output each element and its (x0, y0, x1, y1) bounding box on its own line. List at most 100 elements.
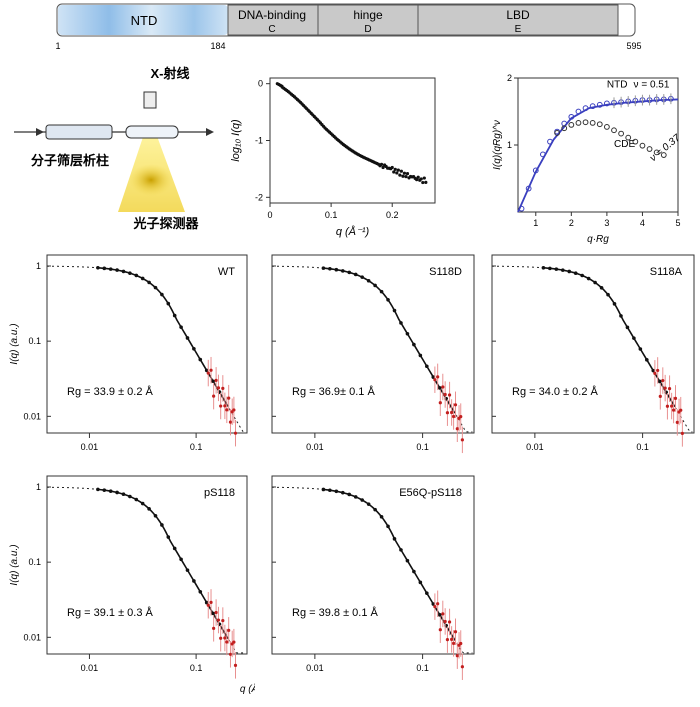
noisy-point (680, 431, 684, 436)
noisy-point (209, 368, 213, 372)
detector-label: 光子探测器 (132, 216, 199, 231)
data-point (392, 170, 396, 174)
noisy-point (228, 420, 233, 424)
ntd-point (603, 100, 610, 107)
data-point (334, 489, 339, 494)
noisy-point (433, 605, 437, 609)
x-tick-label: 0.1 (636, 442, 649, 452)
data-point (405, 172, 410, 176)
cde-point (618, 130, 625, 137)
noisy-point (447, 393, 452, 397)
data-point (421, 180, 425, 185)
data-point (128, 494, 132, 499)
data-point (192, 579, 196, 583)
y-tick-label: 0 (258, 79, 263, 89)
y-tick-label: 1 (507, 140, 512, 150)
data-point (416, 175, 420, 179)
y-tick-label: 2 (507, 73, 512, 83)
cde-point (653, 149, 660, 156)
noisy-point (225, 408, 229, 412)
segment-sub-lbd: E (515, 24, 522, 35)
data-point (347, 270, 352, 275)
noisy-point (450, 410, 454, 415)
data-point (567, 269, 572, 274)
data-point (373, 283, 377, 288)
noisy-point (452, 414, 456, 419)
noisy-point (233, 663, 238, 667)
segment-label-hinge: hinge (353, 8, 383, 22)
ntd-point (568, 113, 575, 120)
data-point (379, 515, 384, 519)
x-tick-label: 0.01 (81, 442, 99, 452)
data-point (404, 175, 408, 179)
rg-label: Rg = 39.8 ± 0.1 Å (292, 606, 379, 619)
data-point (645, 358, 649, 362)
ntd-point (596, 101, 603, 108)
guide-curve (271, 265, 473, 433)
data-point (108, 489, 113, 493)
data-point (437, 386, 442, 390)
x-tick-label: 1 (533, 218, 538, 228)
noisy-point (436, 375, 440, 379)
segment-label-dna: DNA-binding (238, 8, 306, 22)
noisy-point (445, 638, 450, 642)
ntd-point (547, 138, 553, 145)
construct-label: E56Q-pS118 (399, 487, 462, 499)
noisy-point (219, 404, 223, 408)
ntd-point (575, 108, 582, 115)
noisy-point (227, 628, 231, 632)
ntd-point (518, 205, 525, 212)
data-point (412, 342, 416, 347)
data-point (328, 266, 332, 271)
data-point (334, 267, 339, 272)
cde-point (611, 127, 617, 134)
noisy-point (656, 368, 660, 373)
cde-point (596, 121, 603, 128)
panel-ps118-svg: 0.01 0.1 1 0.1 0.01 pS118 Rg = 39.1 ± 0.3 Å I(q… (9, 475, 270, 695)
data-point (625, 325, 630, 330)
data-point (548, 266, 552, 271)
x-axis-label: q·Rg (587, 234, 609, 245)
data-point (198, 589, 203, 594)
construct-label: S118D (429, 266, 462, 278)
plot-frame (271, 254, 475, 434)
noisy-point (433, 378, 437, 382)
data-point (160, 523, 164, 527)
plot-frame (491, 254, 695, 434)
cde-point (639, 142, 646, 149)
data-point (211, 611, 215, 616)
y-axis-label: log₁₀ I(q) (230, 119, 242, 162)
x-tick-label: 0.1 (325, 210, 338, 220)
data-point (185, 336, 190, 340)
data-point (115, 490, 119, 495)
data-point (573, 271, 578, 275)
data-point (360, 498, 364, 502)
lbd-segment (417, 4, 619, 36)
noisy-point (460, 438, 464, 442)
noisy-point (209, 600, 213, 604)
y-tick-label: -2 (255, 192, 263, 202)
noisy-point (460, 665, 464, 669)
tick-184: 184 (210, 41, 225, 51)
noisy-point (216, 386, 221, 390)
data-point (140, 501, 145, 506)
data-point (102, 488, 107, 492)
tick-595: 595 (626, 41, 641, 51)
rg-label: Rg = 36.9± 0.1 Å (292, 385, 375, 398)
y-tick-label: 0.01 (23, 632, 41, 642)
cde-point (632, 138, 639, 145)
data-point (121, 269, 126, 274)
panel-ps118: 0.01 0.1 1 0.1 0.01 pS118 Rg = 39.1 ± 0.3 Å I(q… (5, 470, 270, 702)
data-point (172, 546, 177, 551)
x-tick-label: 0.1 (190, 663, 203, 673)
data-point (140, 276, 145, 281)
construct-label: pS118 (204, 487, 235, 499)
ntd-point (532, 167, 539, 174)
cde-point (568, 122, 575, 128)
data-point (366, 278, 371, 283)
cde-point (582, 119, 589, 126)
data-point (437, 613, 442, 617)
noisy-point (459, 641, 463, 646)
cde-point (625, 134, 632, 141)
y-tick-label: 0.01 (23, 411, 41, 421)
